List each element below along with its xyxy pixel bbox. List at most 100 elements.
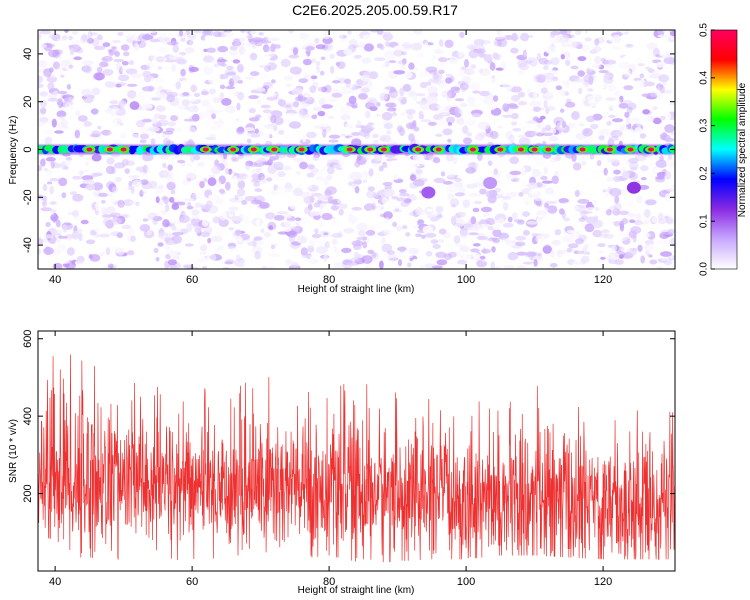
noise-blob: [82, 179, 95, 185]
noise-blob: [477, 153, 483, 161]
noise-blob: [146, 30, 158, 34]
noise-blob: [91, 154, 102, 162]
noise-blob: [470, 227, 482, 232]
noise-blob: [636, 58, 644, 64]
noise-blob: [234, 229, 241, 236]
noise-blob: [646, 171, 658, 181]
noise-blob: [225, 181, 231, 191]
noise-blob: [412, 153, 425, 162]
noise-blob: [187, 106, 200, 113]
noise-blob: [225, 86, 236, 90]
noise-blob: [56, 122, 65, 130]
noise-blob: [387, 64, 399, 70]
noise-blob: [306, 172, 315, 178]
noise-blob: [234, 194, 239, 200]
noise-blob: [474, 200, 482, 204]
noise-blob: [224, 167, 230, 175]
noise-blob: [229, 45, 238, 51]
noise-blob: [518, 69, 526, 74]
ridge-hotspot: [579, 147, 586, 152]
noise-blob: [590, 154, 598, 159]
noise-blob: [505, 141, 513, 145]
noise-blob: [277, 171, 286, 178]
noise-blob: [356, 222, 368, 231]
noise-blob: [454, 87, 460, 94]
noise-blob: [584, 261, 595, 269]
noise-blob: [433, 72, 440, 80]
noise-blob: [240, 118, 246, 125]
noise-blob: [299, 108, 308, 116]
noise-blob: [204, 112, 212, 119]
noise-blob: [381, 33, 393, 42]
noise-blob: [371, 162, 381, 168]
y-tick-label: 0: [22, 146, 34, 152]
noise-blob: [561, 202, 573, 206]
noise-blob: [314, 37, 320, 44]
noise-blob: [129, 101, 140, 110]
y-tick-label: -20: [22, 189, 34, 205]
noise-blob: [427, 121, 437, 126]
noise-blob: [578, 217, 586, 222]
noise-blob: [273, 214, 285, 221]
noise-blob: [292, 157, 304, 163]
noise-blob: [490, 261, 495, 269]
noise-blob: [548, 135, 559, 142]
noise-blob: [60, 59, 72, 69]
noise-blob: [353, 251, 360, 260]
noise-blob: [162, 162, 167, 168]
noise-blob: [202, 219, 209, 227]
noise-blob: [576, 190, 584, 196]
noise-blob: [132, 133, 139, 140]
noise-blob: [424, 41, 429, 49]
noise-blob: [518, 62, 530, 71]
noise-blob: [137, 70, 148, 74]
noise-blob: [509, 170, 521, 176]
noise-blob: [174, 97, 180, 106]
noise-blob: [360, 87, 370, 93]
noise-blob: [560, 108, 565, 113]
noise-blob: [249, 30, 258, 35]
noise-blob: [87, 31, 93, 39]
noise-blob: [312, 154, 320, 161]
noise-blob: [191, 209, 200, 216]
noise-blob: [534, 158, 546, 166]
noise-blob: [141, 118, 152, 123]
noise-blob: [570, 65, 579, 70]
noise-blob: [219, 84, 226, 90]
noise-blob: [314, 228, 319, 234]
noise-blob: [379, 92, 389, 100]
noise-blob: [562, 235, 575, 243]
noise-blob: [237, 236, 243, 243]
noise-blob: [270, 114, 277, 124]
noise-blob: [142, 208, 151, 214]
noise-blob: [447, 89, 456, 99]
noise-blob: [423, 160, 434, 169]
noise-blob: [252, 157, 263, 163]
noise-blob: [590, 123, 599, 130]
noise-blob: [617, 260, 627, 268]
noise-blob: [406, 113, 414, 120]
noise-blob: [445, 116, 456, 124]
noise-blob: [224, 31, 234, 37]
noise-blob: [321, 213, 333, 221]
noise-blob: [479, 188, 487, 195]
noise-blob: [176, 58, 188, 65]
noise-blob: [507, 252, 519, 261]
noise-blob: [384, 50, 396, 60]
noise-blob: [40, 207, 52, 212]
noise-blob: [540, 198, 546, 204]
spectrogram-x-ticks: 40 60 80 100 120: [49, 30, 612, 286]
noise-blob: [270, 43, 276, 52]
noise-blob: [306, 259, 312, 266]
noise-blob: [435, 205, 444, 214]
x-tick-label: 40: [49, 576, 61, 588]
noise-blob: [456, 169, 463, 175]
noise-blob: [625, 43, 634, 48]
noise-blob: [598, 250, 605, 255]
noise-blob: [148, 47, 155, 53]
noise-blob: [619, 95, 624, 103]
noise-blob: [428, 103, 441, 111]
noise-blob: [459, 246, 470, 252]
noise-blob: [101, 207, 107, 216]
noise-blob: [380, 229, 392, 235]
